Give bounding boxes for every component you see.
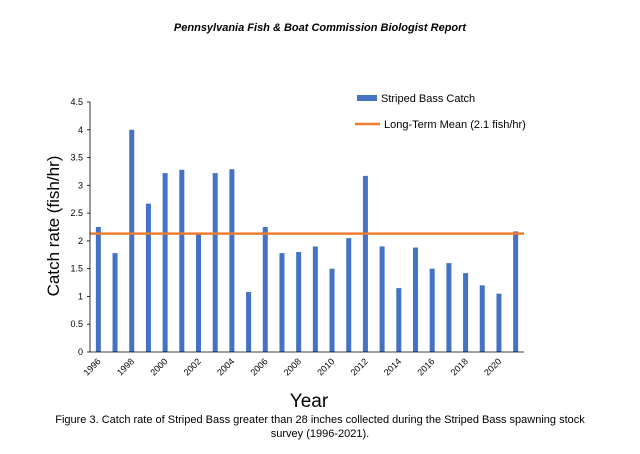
bar-2003 [212, 173, 218, 352]
bar-2020 [496, 293, 502, 352]
bar-2016 [429, 268, 435, 352]
bar-1996 [95, 227, 101, 352]
bar-2015 [413, 247, 418, 352]
y-tick-label: 4.5 [70, 97, 83, 107]
x-tick-label: 2014 [382, 356, 403, 377]
bar-2018 [463, 273, 469, 352]
legend: Striped Bass Catch Long-Term Mean (2.1 f… [355, 93, 526, 131]
y-tick-label: 1.5 [70, 264, 83, 274]
x-tick-label: 2012 [349, 356, 370, 377]
bar-2021 [513, 231, 519, 352]
bar-2017 [446, 263, 452, 352]
x-tick-label: 1996 [82, 356, 103, 377]
y-tick-label: 2.5 [70, 208, 83, 218]
bar-2001 [179, 169, 185, 352]
bar-2000 [162, 173, 168, 352]
x-tick-label: 2008 [282, 356, 303, 377]
legend-label-mean: Long-Term Mean (2.1 fish/hr) [384, 119, 526, 131]
bar-2005 [246, 292, 252, 352]
bar-2012 [362, 175, 368, 352]
bar-2019 [479, 285, 485, 352]
x-tick-label: 2006 [248, 356, 269, 377]
x-axis-ticks: 1996 1998 2000 2002 2004 2006 2008 2010 2012 2014… [82, 356, 504, 377]
bar-1997 [112, 253, 118, 352]
y-tick-label: 3.5 [70, 153, 83, 163]
x-tick-label: 2002 [182, 356, 203, 377]
y-tick-label: 4 [78, 125, 83, 135]
y-axis-title: Catch rate (fish/hr) [44, 156, 63, 297]
bar-1999 [145, 203, 151, 352]
bar-1998 [129, 129, 135, 352]
bar-2009 [312, 246, 318, 352]
y-axis-ticks: 0 0.5 1 1.5 2 2.5 3 3.5 4 4.5 [70, 97, 90, 357]
x-tick-label: 2016 [415, 356, 436, 377]
x-tick-label: 2018 [449, 356, 470, 377]
legend-label-catch: Striped Bass Catch [381, 93, 475, 105]
y-tick-label: 2 [78, 236, 83, 246]
y-tick-label: 1 [78, 291, 83, 301]
bar-2002 [196, 232, 201, 352]
report-header: Pennsylvania Fish & Boat Commission Biol… [173, 22, 467, 34]
x-tick-label: 2020 [482, 356, 503, 377]
bar-2014 [396, 288, 402, 352]
x-tick-label: 1998 [115, 356, 136, 377]
bar-2011 [346, 238, 352, 352]
figure-caption: Figure 3. Catch rate of Striped Bass gre… [55, 414, 585, 440]
bar-2007 [279, 253, 285, 352]
bar-2004 [229, 169, 235, 352]
bar-2006 [262, 227, 268, 352]
y-tick-label: 0 [78, 347, 83, 357]
bar-2010 [329, 268, 335, 352]
x-axis-title: Year [290, 391, 329, 412]
bar-series [95, 129, 519, 352]
legend-swatch-bar [357, 95, 377, 101]
x-tick-label: 2010 [315, 356, 336, 377]
bar-2013 [379, 246, 385, 352]
y-tick-label: 0.5 [70, 319, 83, 329]
x-tick-label: 2004 [215, 356, 236, 377]
x-tick-label: 2000 [148, 356, 169, 377]
bar-2008 [296, 252, 302, 352]
y-tick-label: 3 [78, 180, 83, 190]
